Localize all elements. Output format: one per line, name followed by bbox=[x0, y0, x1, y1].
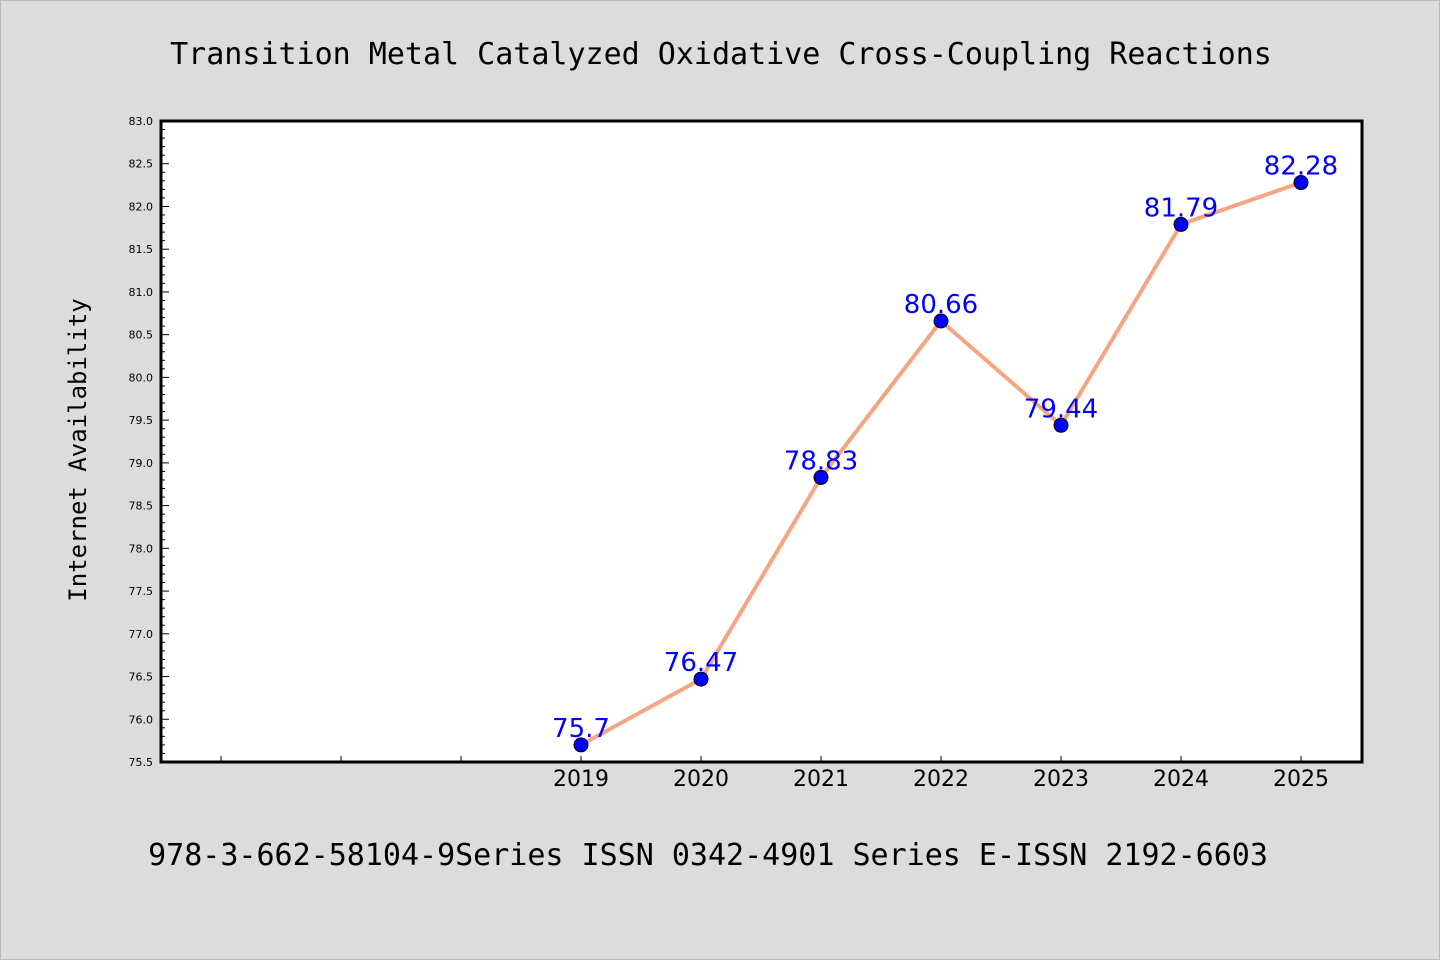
data-point bbox=[813, 469, 829, 485]
data-label: 79.44 bbox=[1024, 394, 1098, 424]
data-label: 76.47 bbox=[664, 648, 738, 678]
x-tick-label: 2020 bbox=[673, 767, 729, 792]
data-label: 82.28 bbox=[1264, 152, 1338, 182]
y-tick-label: 82.5 bbox=[129, 158, 154, 171]
x-tick-label: 2024 bbox=[1153, 767, 1209, 792]
x-tick-label: 2022 bbox=[913, 767, 969, 792]
x-axis: 2019 2020 2021 2022 2023 2024 2025 bbox=[220, 756, 1329, 792]
y-tick-label: 79.0 bbox=[129, 457, 154, 470]
data-point bbox=[1293, 175, 1309, 191]
data-point bbox=[573, 737, 589, 753]
data-points bbox=[573, 175, 1309, 753]
y-tick-label: 76.5 bbox=[129, 671, 154, 684]
data-point bbox=[1053, 417, 1069, 433]
data-point bbox=[933, 313, 949, 329]
data-label: 78.83 bbox=[784, 446, 858, 476]
data-label: 75.7 bbox=[552, 714, 610, 744]
data-point bbox=[693, 671, 709, 687]
y-tick-label: 82.0 bbox=[129, 200, 154, 213]
data-label: 80.66 bbox=[904, 290, 978, 320]
x-tick-label: 2019 bbox=[553, 767, 609, 792]
y-axis-label: Internet Availability bbox=[64, 298, 92, 601]
y-tick-label: 77.5 bbox=[129, 585, 154, 598]
y-tick-label: 81.5 bbox=[129, 243, 154, 256]
y-tick-label: 79.5 bbox=[129, 414, 154, 427]
data-label: 81.79 bbox=[1144, 193, 1218, 223]
plot-area bbox=[159, 119, 1364, 764]
data-labels: 75.7 76.47 78.83 80.66 79.44 81.79 82.28 bbox=[552, 152, 1338, 744]
y-axis: 75.5 76.0 76.5 77.0 77.5 78.0 78.5 79.0 79.5 80.0… bbox=[129, 115, 169, 769]
y-tick-label: 81.0 bbox=[129, 286, 154, 299]
data-point bbox=[1173, 216, 1189, 232]
chart-title: Transition Metal Catalyzed Oxidative Cro… bbox=[170, 37, 1272, 72]
y-tick-label: 78.5 bbox=[129, 500, 154, 513]
x-tick-label: 2023 bbox=[1033, 767, 1089, 792]
y-tick-label: 76.0 bbox=[129, 713, 154, 726]
y-tick-label: 77.0 bbox=[129, 628, 154, 641]
y-tick-label: 83.0 bbox=[129, 115, 154, 128]
caption: 978-3-662-58104-9Series ISSN 0342-4901 S… bbox=[148, 838, 1268, 873]
y-tick-label: 78.0 bbox=[129, 542, 154, 555]
y-tick-label: 80.5 bbox=[129, 329, 154, 342]
x-tick-label: 2021 bbox=[793, 767, 849, 792]
y-tick-label: 80.0 bbox=[129, 371, 154, 384]
x-tick-label: 2025 bbox=[1273, 767, 1329, 792]
y-tick-label: 75.5 bbox=[129, 756, 154, 769]
